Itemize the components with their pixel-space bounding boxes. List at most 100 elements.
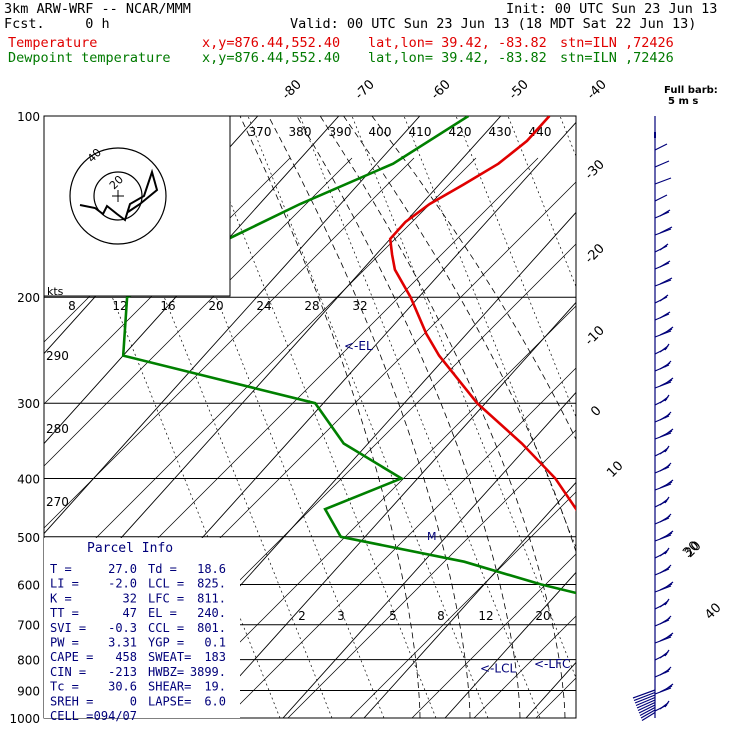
mixing-ratio-label: 5 xyxy=(389,609,397,623)
isotherm xyxy=(44,116,340,445)
parcel-value: 19. xyxy=(204,680,226,694)
theta-label: 370 xyxy=(249,125,272,139)
isotherm xyxy=(607,116,740,718)
parcel-value: -2.0 xyxy=(108,577,137,591)
isotherm xyxy=(0,116,15,718)
wind-barb xyxy=(664,683,674,691)
parcel-value: 0.1 xyxy=(204,636,226,650)
mixing-ratio-line xyxy=(195,116,437,718)
dewpoint-latlon: lat,lon= 39.42, -83.82 xyxy=(368,50,547,66)
mixing-ratio-line xyxy=(299,116,541,718)
theta-label: 380 xyxy=(289,125,312,139)
forecast-hour: Fcst. 0 h xyxy=(4,16,110,32)
pressure-label: 800 xyxy=(17,654,40,668)
temp-label-top: -80 xyxy=(279,77,305,103)
wind-barb xyxy=(664,615,672,623)
parcel-value: 18.6 xyxy=(197,562,226,576)
pressure-label: 500 xyxy=(17,531,40,545)
wind-barb xyxy=(664,428,674,436)
wind-barb xyxy=(664,479,674,487)
wind-barb xyxy=(664,700,670,708)
parcel-key: CELL = xyxy=(50,709,93,723)
theta-label: 420 xyxy=(449,125,472,139)
temperature-latlon: lat,lon= 39.42, -83.82 xyxy=(368,35,547,51)
wind-barb xyxy=(654,160,670,168)
parcel-value: 3899. xyxy=(190,665,226,679)
wind-barb xyxy=(664,598,670,606)
parcel-key: Tc = xyxy=(50,680,79,694)
pressure-label: 900 xyxy=(17,684,40,698)
dewpoint-station: stn=ILN ,72426 xyxy=(560,50,674,66)
wind-barb xyxy=(664,564,672,572)
wind-barb xyxy=(664,377,674,385)
theta-label: 280 xyxy=(46,422,69,436)
parcel-value: 801. xyxy=(197,621,226,635)
theta-labels: 370 380 390 400 410 420 430 440 290 280 270 xyxy=(46,125,551,509)
mixing-ratio-label: 28 xyxy=(304,299,319,313)
dewpoint-xy: x,y=876.44,552.40 xyxy=(202,50,341,66)
mixing-ratio-labels: 8 12 16 20 24 28 32 2 3 5 8 12 20 xyxy=(68,299,550,623)
parcel-key: HWBZ= xyxy=(148,665,184,679)
parcel-key: T = xyxy=(50,562,72,576)
theta-label: 270 xyxy=(46,495,69,509)
pressure-label: 700 xyxy=(17,619,40,633)
pressure-axis: 100 200 300 400 500 600 700 800 900 1000 xyxy=(9,110,40,726)
parcel-key: CCL = xyxy=(148,621,184,635)
wind-barb xyxy=(634,694,656,704)
level-marker: <-LCL xyxy=(480,662,516,676)
hodograph: 40 20 kts xyxy=(43,115,231,298)
wind-barb xyxy=(654,194,668,202)
parcel-key: LFC = xyxy=(148,591,184,605)
parcel-key: K = xyxy=(50,591,72,605)
pressure-label: 400 xyxy=(17,472,40,486)
parcel-value: 183 xyxy=(204,650,226,664)
parcel-value: 3.31 xyxy=(108,636,137,650)
wind-barb xyxy=(632,689,656,699)
dry-adiabat xyxy=(44,157,415,529)
isotherm xyxy=(525,661,576,718)
parcel-value: 094/07 xyxy=(94,709,137,723)
parcel-key: TT = xyxy=(50,606,79,620)
parcel-key: LCL = xyxy=(148,577,184,591)
temperature-xy: x,y=876.44,552.40 xyxy=(202,35,341,51)
wind-barb xyxy=(664,411,672,419)
moist-adiabat xyxy=(239,116,421,718)
barb-legend-units: 5 m s xyxy=(668,96,698,107)
moist-adiabat xyxy=(268,116,471,718)
parcel-key: SWEAT= xyxy=(148,650,191,664)
mixing-ratio-line xyxy=(351,116,576,679)
wind-barb xyxy=(641,711,656,722)
wind-barb xyxy=(664,462,672,470)
parcel-key: YGP = xyxy=(148,636,184,650)
mixing-ratio-label: 8 xyxy=(68,299,76,313)
temp-label-top: -70 xyxy=(352,77,378,103)
wind-barb xyxy=(636,699,656,709)
pressure-label: 200 xyxy=(17,291,40,305)
parcel-value: 240. xyxy=(197,606,226,620)
mixing-ratio-line xyxy=(455,116,576,418)
wind-barb xyxy=(659,277,673,285)
temp-label-top: -50 xyxy=(506,77,532,103)
wind-barb xyxy=(664,581,674,589)
wind-barb xyxy=(664,649,670,657)
mixing-ratio-line xyxy=(507,116,576,288)
parcel-key: LI = xyxy=(50,577,79,591)
temp-label-right: 30 xyxy=(680,539,702,561)
isotherm xyxy=(688,116,740,718)
parcel-value: 825. xyxy=(197,577,226,591)
wind-barb xyxy=(659,243,669,251)
parcel-key: SVI = xyxy=(50,621,86,635)
wind-barb xyxy=(637,701,656,712)
parcel-key: CAPE = xyxy=(50,650,93,664)
model-title: 3km ARW-WRF -- NCAR/MMM xyxy=(4,1,191,17)
parcel-key: PW = xyxy=(50,636,79,650)
series-line-temperature xyxy=(388,116,576,512)
parcel-key: SHEAR= xyxy=(148,680,191,694)
wind-barb xyxy=(638,704,656,714)
mixing-ratio-label: 12 xyxy=(478,609,493,623)
parcel-value: 458 xyxy=(115,650,137,664)
isotherm xyxy=(363,481,576,718)
barb-legend-title: Full barb: xyxy=(664,85,718,96)
hodograph-units: kts xyxy=(47,285,64,298)
wind-barb xyxy=(635,696,656,707)
